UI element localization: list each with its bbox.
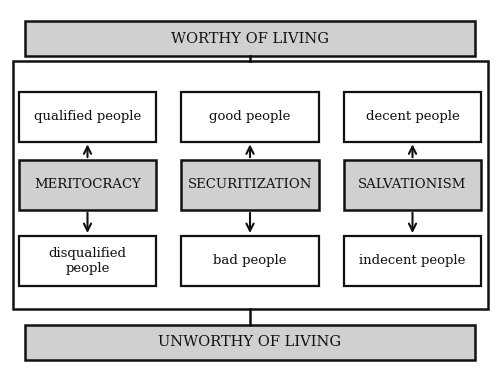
- Bar: [12, 61, 488, 309]
- Text: WORTHY OF LIVING: WORTHY OF LIVING: [171, 32, 329, 46]
- Bar: [344, 91, 481, 141]
- Bar: [344, 160, 481, 210]
- Bar: [181, 236, 319, 286]
- Text: MERITOCRACY: MERITOCRACY: [34, 178, 141, 192]
- Text: bad people: bad people: [213, 254, 287, 268]
- Bar: [181, 160, 319, 210]
- Text: SECURITIZATION: SECURITIZATION: [188, 178, 312, 192]
- Bar: [18, 236, 156, 286]
- Text: decent people: decent people: [366, 110, 460, 123]
- Text: disqualified
people: disqualified people: [48, 247, 126, 275]
- Text: good people: good people: [210, 110, 290, 123]
- Bar: [25, 325, 475, 360]
- Text: UNWORTHY OF LIVING: UNWORTHY OF LIVING: [158, 335, 342, 349]
- Bar: [344, 236, 481, 286]
- Bar: [18, 91, 156, 141]
- Bar: [18, 160, 156, 210]
- Text: SALVATIONISM: SALVATIONISM: [358, 178, 467, 192]
- Bar: [181, 91, 319, 141]
- Text: indecent people: indecent people: [360, 254, 466, 268]
- Text: qualified people: qualified people: [34, 110, 141, 123]
- Bar: [25, 21, 475, 56]
